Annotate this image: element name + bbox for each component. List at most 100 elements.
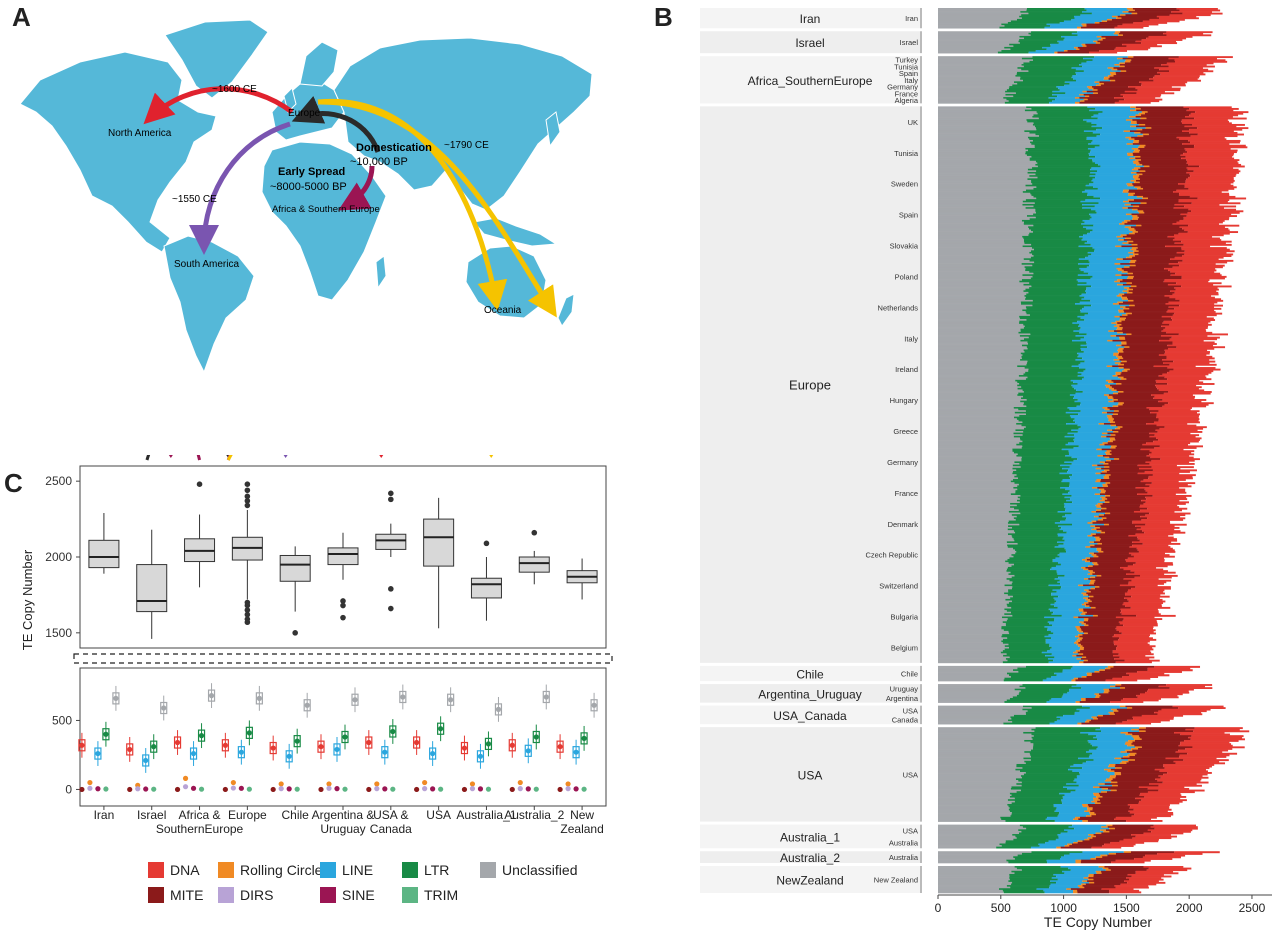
bar-segment [1091, 253, 1134, 256]
bar-segment [1131, 743, 1181, 746]
bar-segment [1121, 767, 1165, 770]
bar-segment [1020, 400, 1075, 403]
bar-segment [1181, 247, 1227, 250]
bar-segment [1032, 738, 1098, 741]
bar-segment [1082, 219, 1125, 222]
bar-segment [938, 250, 1031, 253]
bar-segment [1083, 351, 1119, 353]
box-outlier [292, 630, 298, 636]
bar-segment [1079, 295, 1117, 297]
bar-segment [1179, 264, 1225, 267]
bar-segment [938, 779, 1019, 782]
bar-segment [1063, 829, 1101, 832]
bar-segment [1083, 568, 1089, 571]
bar-segment [1167, 371, 1212, 374]
bar-segment [938, 445, 1023, 448]
bar-segment [1092, 807, 1130, 810]
bar-segment [938, 223, 1024, 226]
bar-segment [1032, 139, 1093, 142]
bar-segment [938, 355, 1022, 358]
bar-segment [1144, 531, 1186, 534]
bar-segment [1048, 661, 1080, 664]
bar-segment [1007, 533, 1058, 536]
bar-segment [1098, 515, 1141, 518]
bar-segment [938, 730, 1035, 733]
bar-segment [1077, 26, 1082, 29]
bar-segment [938, 402, 1024, 405]
bar-segment [938, 211, 1036, 214]
bar-segment [938, 541, 1007, 544]
bar-segment [1172, 223, 1220, 226]
bar-segment [1095, 42, 1101, 45]
bar-segment [1108, 691, 1146, 694]
bar-segment [1087, 147, 1132, 150]
te-point [525, 786, 531, 792]
sub-label: France [895, 89, 918, 98]
bar-segment [1073, 447, 1111, 449]
bar-segment [1182, 143, 1230, 146]
bar-segment [1110, 439, 1116, 441]
bar-segment [1095, 480, 1101, 483]
bar-segment [1176, 8, 1218, 10]
bar-segment [1053, 619, 1085, 622]
bar-segment [1126, 8, 1133, 10]
bar-segment [1077, 355, 1117, 358]
bar-segment [938, 627, 1002, 630]
bar-segment [1132, 205, 1140, 208]
bar-segment [1122, 370, 1128, 373]
bar-segment [1143, 866, 1184, 868]
bar-segment [1122, 349, 1165, 352]
bar-segment [938, 354, 1023, 357]
bar-segment [1090, 579, 1096, 582]
bar-segment [938, 64, 1022, 66]
bar-segment [938, 379, 1016, 382]
bar-segment [1152, 494, 1192, 497]
bar-segment [938, 768, 1016, 771]
bar-segment [1123, 363, 1170, 366]
bar-segment [1018, 483, 1070, 486]
bar-segment [1136, 285, 1182, 288]
bar-segment [1035, 208, 1091, 211]
bar-segment [938, 676, 1011, 678]
bar-segment [1069, 482, 1106, 485]
te-point [87, 779, 93, 786]
group-name: Australia_2 [780, 851, 840, 865]
bar-segment [1133, 162, 1140, 165]
boxplot-boxes [88, 481, 598, 639]
bar-segment [1184, 205, 1237, 208]
bar-segment [1099, 786, 1139, 789]
bar-segment [1175, 60, 1228, 63]
bar-segment [1135, 264, 1180, 267]
bar-segment [1027, 168, 1091, 171]
bar-segment [1091, 674, 1130, 677]
bar-segment [1087, 820, 1127, 822]
bar-segment [1106, 386, 1112, 389]
bar-segment [1105, 679, 1138, 682]
bar-segment [1009, 579, 1060, 582]
sub-label: Slovakia [890, 242, 919, 251]
bar-segment [1145, 501, 1189, 504]
bar-segment [1168, 391, 1212, 393]
bar-segment [1134, 744, 1179, 747]
bar-segment [1141, 714, 1184, 717]
bar-segment [1082, 762, 1120, 765]
bar-segment [938, 642, 1003, 644]
bar-segment [1108, 711, 1114, 714]
bar-segment [1142, 856, 1181, 859]
bar-segment [1086, 288, 1128, 291]
bar-segment [938, 533, 1008, 536]
bar-segment [1020, 352, 1078, 355]
bar-segment [1134, 227, 1183, 230]
bar-segment [1023, 290, 1086, 293]
bar-segment [1140, 202, 1147, 205]
bar-segment [1019, 824, 1073, 827]
bar-segment [1078, 427, 1116, 430]
bar-segment [1131, 747, 1139, 750]
bar-segment [1165, 327, 1208, 329]
bar-segment [1081, 622, 1086, 625]
bar-segment [1005, 90, 1053, 93]
bar-segment [1092, 744, 1128, 747]
bar-segment [1048, 97, 1076, 99]
bar-segment [938, 328, 1021, 331]
bar-segment [1104, 469, 1110, 472]
